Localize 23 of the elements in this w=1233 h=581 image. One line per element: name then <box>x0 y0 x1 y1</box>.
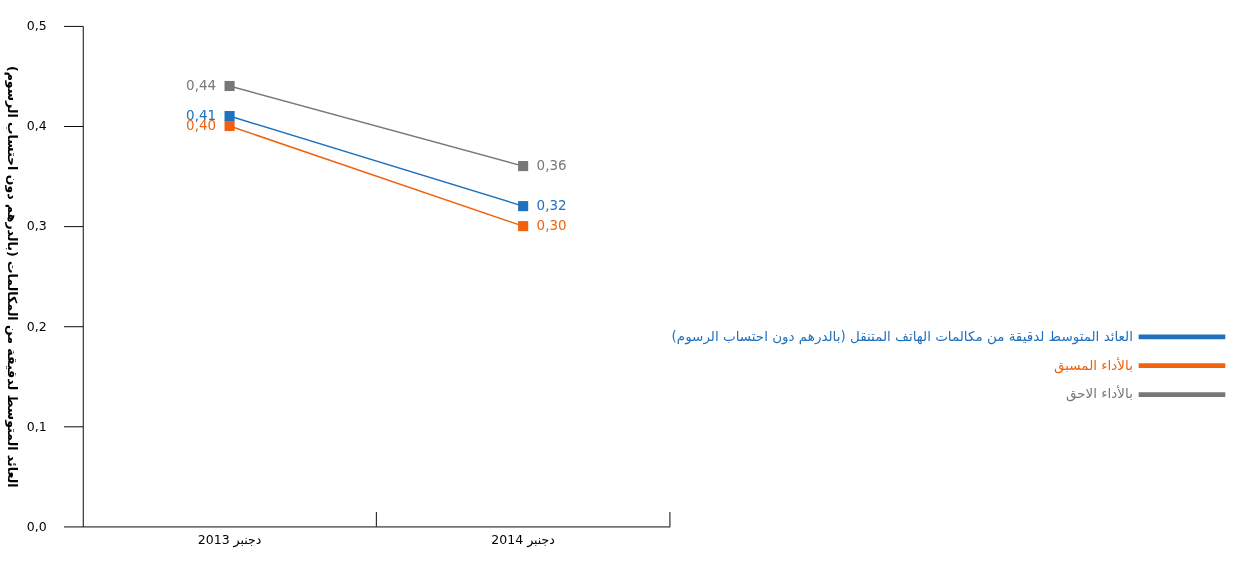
y-tick-label: 0,5 <box>26 18 47 34</box>
y-tick-label: 0,4 <box>26 118 47 134</box>
text: بالأداء المسبق <box>1054 356 1133 374</box>
y-tick-label: 0,2 <box>26 318 47 334</box>
point <box>224 80 235 92</box>
y-tick-label: 0,1 <box>26 418 47 434</box>
point <box>224 120 235 132</box>
x-tick-label: دجنبر 2013 <box>197 531 262 548</box>
y-tick-label: 0,0 <box>26 518 47 534</box>
data-label: 0,30 <box>536 216 567 233</box>
y-tick-label: 0,3 <box>26 218 47 234</box>
data-label: 0,36 <box>536 156 567 173</box>
data-label: 0,44 <box>186 76 217 93</box>
data-label: 0,41 <box>186 106 217 123</box>
point <box>224 110 235 122</box>
point <box>518 221 529 232</box>
y-axis-title: العائد المتوسط لدقيقة من المكالمات (بالدرهم دون احتساب الرسوم) <box>4 65 21 488</box>
text: بالأداء الاحق <box>1066 385 1133 403</box>
x-tick-label: دجنبر 2014 <box>491 531 555 548</box>
text: العائد المتوسط لدقيقة من مكالمات الهاتف المتنقل (بالدرهم دون احتساب الرسوم) <box>671 327 1133 345</box>
point <box>518 201 529 212</box>
point <box>518 161 529 172</box>
data-label: 0,32 <box>536 196 567 213</box>
